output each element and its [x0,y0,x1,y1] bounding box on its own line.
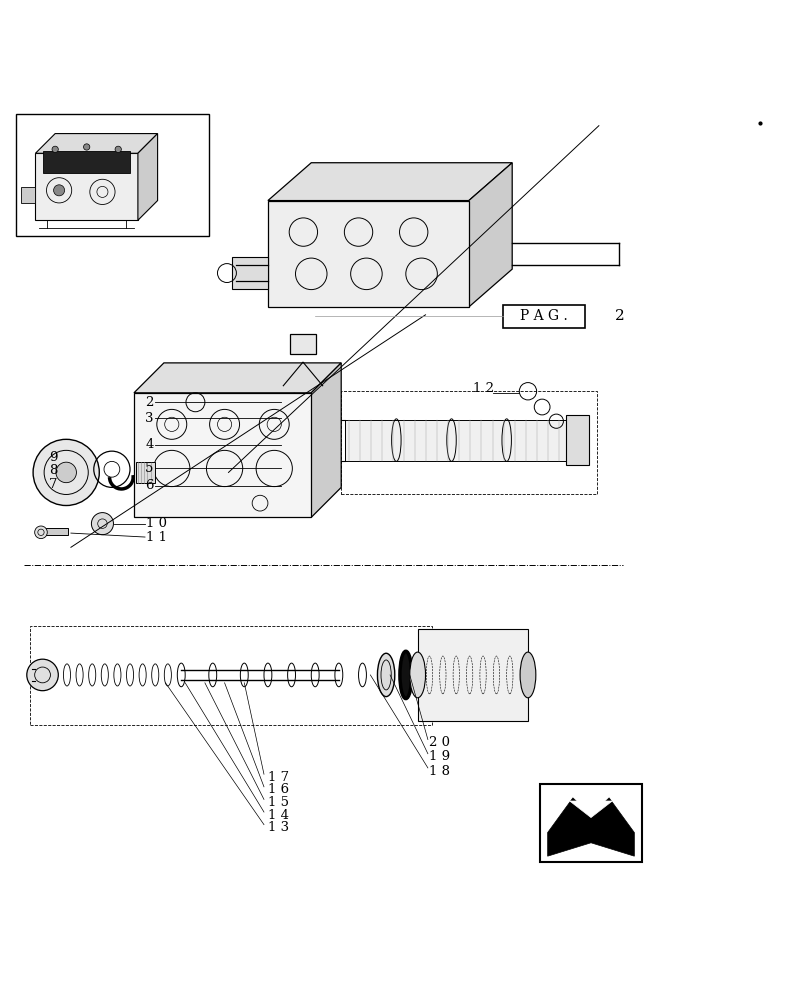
Polygon shape [548,798,634,856]
Bar [43,151,130,173]
Text: 2: 2 [615,309,624,323]
Text: 1 6: 1 6 [268,783,289,796]
Circle shape [35,526,47,539]
Text: 4: 4 [145,438,154,451]
Text: 1 9: 1 9 [429,750,451,763]
Circle shape [27,659,58,691]
Polygon shape [570,792,612,818]
Circle shape [33,439,99,506]
Text: 1 7: 1 7 [268,771,289,784]
Bar [345,420,570,461]
Bar [16,114,209,236]
Circle shape [115,146,121,152]
Text: 1 4: 1 4 [268,809,289,822]
Text: 2 0: 2 0 [429,736,451,749]
Bar [290,334,316,354]
Text: 1 2: 1 2 [473,382,494,395]
Text: 1 5: 1 5 [268,796,289,809]
Polygon shape [469,163,512,307]
Text: 1 8: 1 8 [429,765,451,778]
Text: 2: 2 [145,396,154,409]
Text: P A G .: P A G . [520,309,567,323]
Ellipse shape [283,396,322,409]
Text: 6: 6 [145,479,154,492]
Bar [38,528,68,535]
Bar [418,629,528,721]
Circle shape [52,146,58,152]
Bar [134,393,311,517]
Ellipse shape [292,398,314,406]
Bar [341,391,597,494]
Circle shape [84,144,90,150]
Bar [293,371,312,383]
Bar [35,153,138,220]
Ellipse shape [377,653,395,697]
Ellipse shape [286,463,319,474]
Bar [30,626,432,725]
Circle shape [91,513,113,535]
Bar [566,415,589,465]
Circle shape [54,185,65,196]
Ellipse shape [400,651,411,699]
Text: 9: 9 [50,451,58,464]
Text: 8: 8 [50,464,58,477]
Polygon shape [138,134,158,220]
Text: 5: 5 [145,462,154,475]
Ellipse shape [410,652,426,698]
Polygon shape [35,134,158,153]
Text: 1 3: 1 3 [268,821,289,834]
Text: 7: 7 [50,478,58,491]
Bar [290,478,315,492]
Bar [540,784,642,862]
Polygon shape [268,163,512,201]
Ellipse shape [520,652,536,698]
Text: 3: 3 [145,412,154,425]
Text: 1 1: 1 1 [146,531,167,544]
Polygon shape [134,363,341,393]
Circle shape [56,462,76,483]
Text: 1 0: 1 0 [146,517,167,530]
Bar [136,462,155,483]
Bar [21,187,35,203]
Bar [268,201,469,307]
Bar [232,257,268,289]
Polygon shape [311,363,341,517]
Bar [503,305,585,328]
